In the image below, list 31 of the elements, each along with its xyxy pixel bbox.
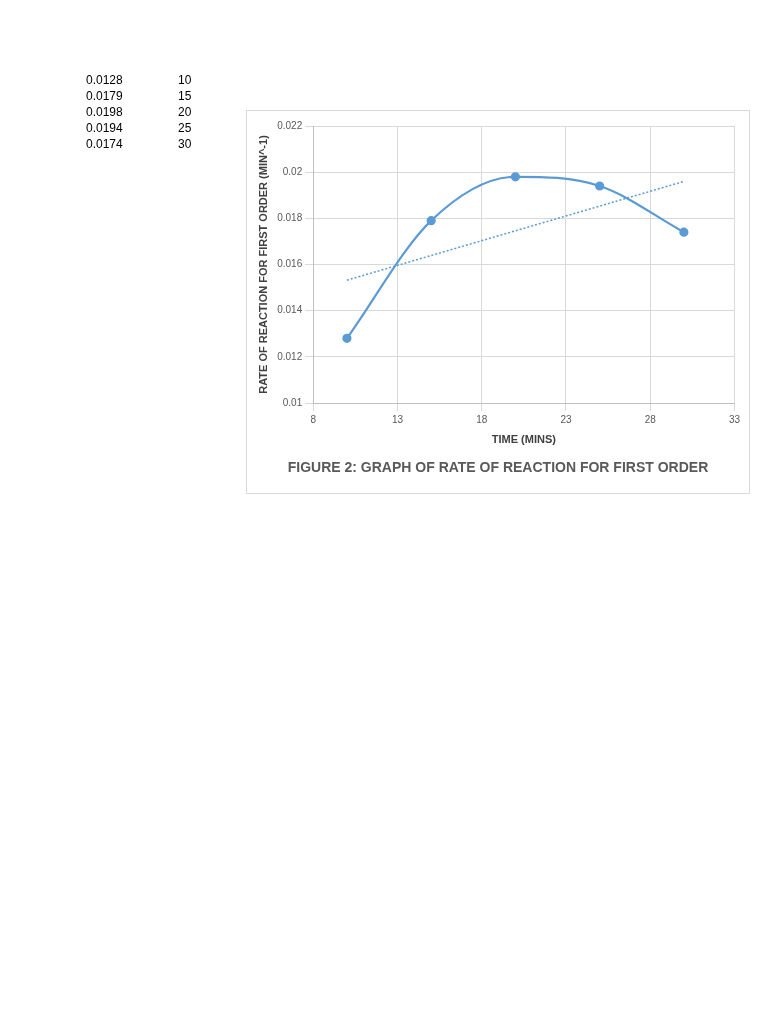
y-axis-title: RATE OF REACTION FOR FIRST ORDER (MIN^-1) [256, 134, 269, 394]
x-axis-title: TIME (MINS) [491, 432, 557, 445]
y-tick-label: 0.01 [282, 396, 303, 408]
text: 0.0194 [86, 120, 124, 136]
text: 0.0198 [86, 104, 124, 120]
text: 0.0174 [86, 136, 124, 152]
y-tick-label: 0.022 [277, 119, 303, 131]
y-tick-label: 0.012 [277, 350, 303, 362]
text: 0.0128 [86, 72, 124, 88]
x-tick-label: 18 [476, 413, 488, 425]
x-tick-label: 28 [644, 413, 657, 425]
point [426, 216, 436, 226]
x-tick-label: 33 [728, 413, 741, 425]
text: 0.0179 [86, 88, 124, 104]
text: 10 [178, 72, 192, 88]
y-tick-label: 0.02 [282, 165, 303, 177]
text: 30 [178, 136, 192, 152]
point [679, 227, 689, 237]
text: FIGURE 2: GRAPH OF RATE OF REACTION FOR FIRST ORDER [287, 459, 709, 476]
x-tick-label: 8 [310, 413, 317, 425]
point [595, 181, 605, 191]
text: 25 [178, 120, 192, 136]
text: 15 [178, 88, 192, 104]
y-tick-label: 0.016 [277, 258, 303, 270]
y-tick-label: 0.014 [277, 304, 303, 316]
text: 20 [178, 104, 192, 120]
x-tick-label: 13 [391, 413, 404, 425]
x-tick-label: 23 [560, 413, 572, 425]
point [510, 172, 521, 182]
point [342, 333, 352, 343]
y-tick-label: 0.018 [277, 212, 303, 224]
